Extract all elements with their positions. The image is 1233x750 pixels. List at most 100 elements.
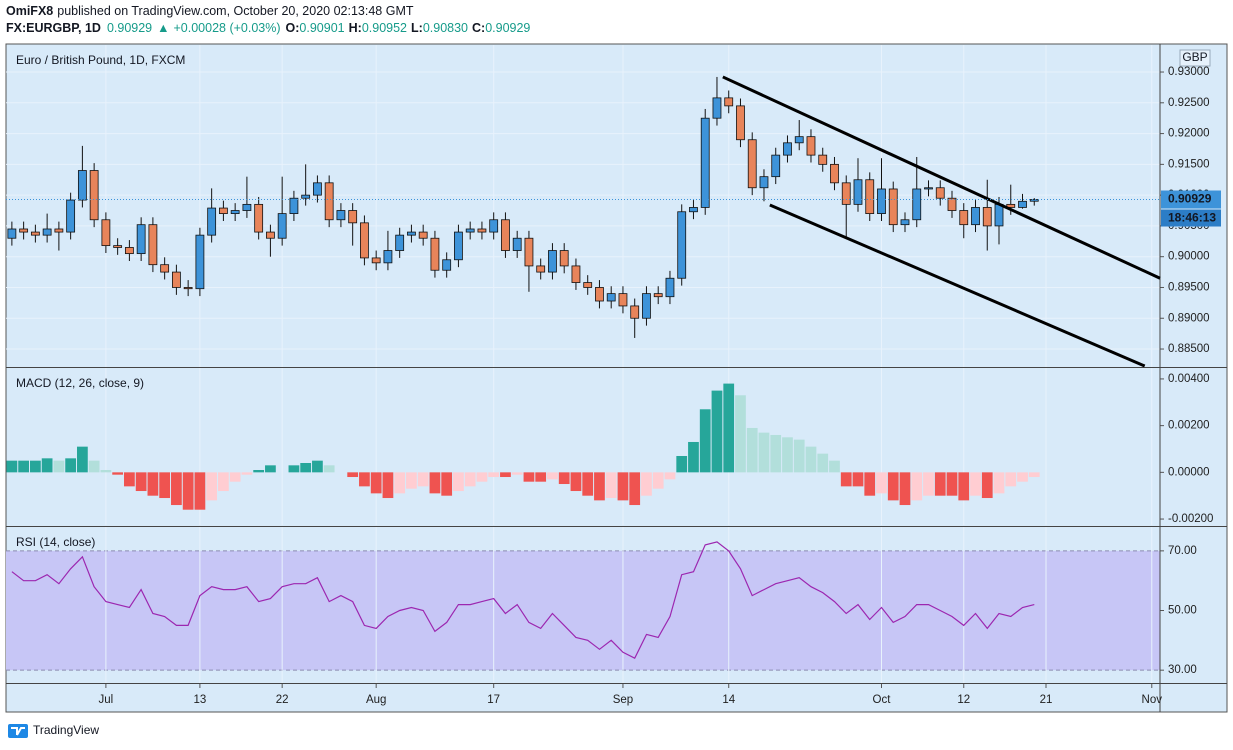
candle-body (136, 224, 146, 255)
macd-bar (382, 472, 394, 499)
macd-bar (617, 472, 629, 501)
macd-bar (171, 472, 182, 506)
candle-body (630, 305, 640, 319)
candle-body (665, 277, 675, 298)
y-tick-label: 0.00000 (1168, 466, 1210, 478)
macd-bar (570, 472, 582, 492)
macd-bar (923, 472, 934, 496)
macd-bar (18, 460, 30, 473)
x-tick-label: Jul (99, 694, 114, 706)
candle-body (465, 228, 475, 233)
macd-bar (864, 472, 876, 496)
candle-body (606, 293, 616, 302)
brand: TradingView (33, 723, 99, 737)
candle-body (430, 237, 440, 271)
arrow: ▲ (157, 21, 169, 35)
macd-bar (829, 460, 840, 473)
candle-body (324, 182, 334, 221)
publish-line: OmiFX8 published on TradingView.com, Octo… (6, 4, 414, 18)
x-tick-label: Oct (873, 694, 892, 706)
macd-bar (6, 460, 18, 473)
macd-bar (312, 460, 323, 473)
macd-bar (229, 472, 241, 482)
pane-title: Euro / British Pound, 1D, FXCM (16, 53, 185, 67)
pane-title: MACD (12, 26, close, 9) (16, 376, 144, 390)
macd-bar (958, 472, 970, 501)
macd-bar (30, 460, 41, 473)
candle-body (89, 170, 99, 221)
x-tick-label: Nov (1142, 694, 1163, 706)
x-tick-label: Sep (613, 694, 633, 706)
macd-bar (394, 472, 406, 494)
quote-line: FX:EURGBP, 1D 0.90929 ▲ +0.00028 (+0.03%) O:… (6, 21, 530, 35)
macd-bar (664, 472, 676, 480)
macd-bar (1017, 472, 1028, 482)
macd-bar (300, 462, 312, 473)
candle-body (477, 228, 487, 233)
footer: TradingView (8, 723, 99, 738)
y-tick-label: 0.88500 (1168, 343, 1210, 355)
rsi-line (11, 541, 1035, 660)
candle-body (289, 197, 299, 215)
macd-bar (629, 472, 641, 506)
candle-body (571, 265, 581, 283)
candle-body (254, 203, 264, 233)
candle-body (935, 187, 945, 199)
change: +0.00028 (+0.03%) (174, 21, 281, 35)
macd-bar (476, 472, 488, 482)
candle-body (524, 237, 534, 267)
macd-bar (993, 472, 1005, 494)
candle-body (124, 247, 134, 255)
candle-body (830, 163, 839, 184)
macd-bar (605, 472, 617, 499)
candle-body (982, 207, 992, 227)
candle-body (595, 287, 604, 302)
macd-bar (558, 472, 570, 485)
macd-bar (182, 472, 194, 510)
macd-bar (135, 472, 147, 492)
macd-bar (288, 465, 300, 473)
candle-body (30, 231, 40, 236)
macd-bar (88, 460, 100, 473)
candle-body (19, 228, 29, 233)
macd-bar (758, 432, 770, 473)
logo-mark (11, 727, 25, 736)
last: 0.90929 (107, 21, 152, 35)
candle-body (712, 97, 722, 119)
macd-bar (511, 472, 523, 475)
candle-body (371, 257, 381, 264)
candle-body (101, 219, 111, 247)
candle-body (501, 219, 510, 251)
macd-bar (406, 472, 417, 489)
candle-body (853, 179, 863, 205)
candle-body (148, 224, 158, 266)
ohlc-label: L: (411, 21, 423, 35)
macd-bar (723, 383, 735, 473)
macd-bar (782, 437, 793, 473)
macd-bar (464, 472, 476, 487)
macd-bar (641, 472, 652, 496)
candle-body (336, 210, 346, 221)
symbol: FX:EURGBP, 1D (6, 21, 101, 35)
macd-bar (970, 472, 981, 496)
candle-body (266, 231, 275, 239)
macd-bar (253, 470, 265, 473)
macd-bar (887, 472, 899, 501)
macd-bar (688, 441, 699, 473)
candle-body (219, 207, 228, 215)
x-tick-label: 17 (487, 694, 500, 706)
candle-body (383, 250, 393, 264)
candle-body (442, 259, 452, 271)
candle-body (959, 210, 969, 226)
y-tick-label: 0.89000 (1168, 312, 1210, 324)
candle-body (747, 139, 757, 189)
macd-bar (65, 458, 77, 473)
y-tick-label: 0.91500 (1168, 158, 1210, 170)
macd-bar (817, 453, 829, 473)
candle-body (736, 105, 745, 141)
countdown: 18:46:13 (1168, 211, 1216, 225)
candle-body (724, 97, 734, 107)
candle-body (395, 234, 405, 251)
candle-body (642, 293, 651, 319)
y-tick-label: 50.00 (1168, 605, 1197, 617)
